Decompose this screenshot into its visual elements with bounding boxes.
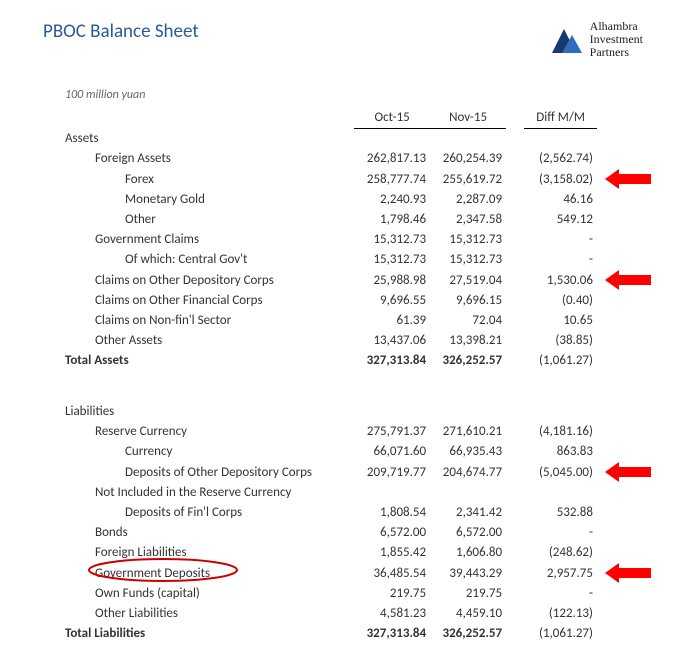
table-row: Reserve Currency275,791.37271,610.21(4,1… xyxy=(25,421,655,441)
row-label: Claims on Other Depository Corps xyxy=(25,269,354,290)
table-row: Other Liabilities4,581.234,459.10(122.13… xyxy=(25,603,655,623)
table-row: Government Claims15,312.7315,312.73- xyxy=(25,229,655,249)
liabilities-heading-row: Liabilities xyxy=(25,401,655,421)
assets-heading-row: Assets xyxy=(25,128,655,148)
page-title: PBOC Balance Sheet xyxy=(25,20,199,43)
highlight-arrow-icon xyxy=(605,171,651,187)
logo: Alhambra Investment Partners xyxy=(550,20,655,60)
row-label: Deposits of Other Depository Corps xyxy=(25,461,354,482)
row-label: Foreign Assets xyxy=(25,148,354,168)
col-header-nov: Nov-15 xyxy=(430,108,506,129)
row-label: Forex xyxy=(25,168,354,189)
column-header-row: Oct-15 Nov-15 Diff M/M xyxy=(25,108,655,129)
header: PBOC Balance Sheet Alhambra Investment P… xyxy=(25,20,655,60)
row-label: Claims on Non-fin'l Sector xyxy=(25,310,354,330)
row-label: Deposits of Fin'l Corps xyxy=(25,502,354,522)
row-label: Of which: Central Gov't xyxy=(25,249,354,269)
row-label: Bonds xyxy=(25,522,354,542)
table-row: Deposits of Other Depository Corps209,71… xyxy=(25,461,655,482)
table-row: Not Included in the Reserve Currency xyxy=(25,482,655,502)
logo-icon xyxy=(550,23,584,57)
table-row: Forex258,777.74255,619.72(3,158.02) xyxy=(25,168,655,189)
total-assets-label: Total Assets xyxy=(25,350,354,370)
total-liabilities-row: Total Liabilities 327,313.84 326,252.57 … xyxy=(25,623,655,643)
table-row: Currency66,071.6066,935.43863.83 xyxy=(25,441,655,461)
table-row: Claims on Non-fin'l Sector61.3972.0410.6… xyxy=(25,310,655,330)
table-row: Other1,798.462,347.58549.12 xyxy=(25,209,655,229)
table-row: Foreign Liabilities1,855.421,606.80(248.… xyxy=(25,542,655,562)
table-row: Deposits of Fin'l Corps1,808.542,341.425… xyxy=(25,502,655,522)
row-label: Claims on Other Financial Corps xyxy=(25,290,354,310)
table-row: Foreign Assets262,817.13260,254.39(2,562… xyxy=(25,148,655,168)
row-label: Foreign Liabilities xyxy=(25,542,354,562)
logo-text: Alhambra Investment Partners xyxy=(590,20,643,60)
highlight-arrow-icon xyxy=(605,272,651,288)
liabilities-heading: Liabilities xyxy=(25,401,354,421)
unit-label: 100 million yuan xyxy=(25,88,655,102)
balance-sheet-table: Oct-15 Nov-15 Diff M/M Assets Foreign As… xyxy=(25,108,655,644)
highlight-arrow-icon xyxy=(605,565,651,581)
row-label: Currency xyxy=(25,441,354,461)
table-row: Other Assets13,437.0613,398.21(38.85) xyxy=(25,330,655,350)
assets-heading: Assets xyxy=(25,128,354,148)
row-label: Reserve Currency xyxy=(25,421,354,441)
row-label: Monetary Gold xyxy=(25,189,354,209)
total-liabilities-label: Total Liabilities xyxy=(25,623,354,643)
highlight-arrow-icon xyxy=(605,464,651,480)
table-row: Own Funds (capital)219.75219.75- xyxy=(25,583,655,603)
total-assets-row: Total Assets 327,313.84 326,252.57 (1,06… xyxy=(25,350,655,370)
row-label: Own Funds (capital) xyxy=(25,583,354,603)
row-label: Government Deposits xyxy=(25,562,354,583)
col-header-diff: Diff M/M xyxy=(524,108,597,129)
row-label: Government Claims xyxy=(25,229,354,249)
row-label: Other Assets xyxy=(25,330,354,350)
table-row: Monetary Gold2,240.932,287.0946.16 xyxy=(25,189,655,209)
row-label: Other Liabilities xyxy=(25,603,354,623)
row-label: Not Included in the Reserve Currency xyxy=(25,482,354,502)
table-row: Government Deposits36,485.5439,443.292,9… xyxy=(25,562,655,583)
table-row: Claims on Other Depository Corps25,988.9… xyxy=(25,269,655,290)
row-label: Other xyxy=(25,209,354,229)
table-row: Bonds6,572.006,572.00- xyxy=(25,522,655,542)
col-header-oct: Oct-15 xyxy=(354,108,430,129)
table-row: Claims on Other Financial Corps9,696.559… xyxy=(25,290,655,310)
table-row: Of which: Central Gov't15,312.7315,312.7… xyxy=(25,249,655,269)
